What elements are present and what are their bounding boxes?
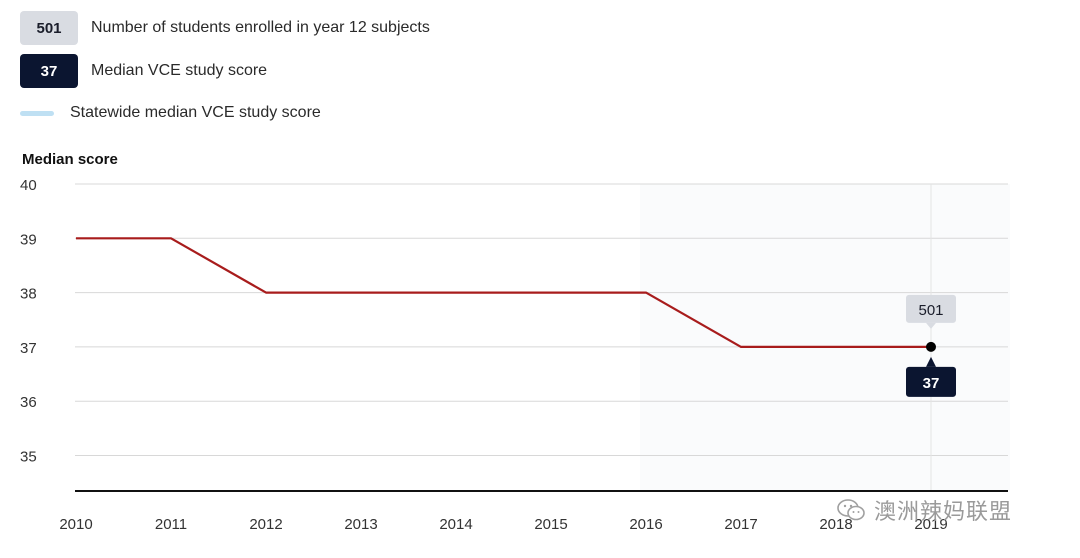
x-tick-label: 2016 (629, 516, 662, 533)
x-tick-label: 2015 (534, 516, 567, 533)
tooltip-enrolled-label: 501 (918, 302, 943, 319)
y-tick-label: 39 (20, 231, 37, 248)
legend-enrolled-badge: 501 (20, 11, 78, 45)
wechat-icon (837, 499, 865, 521)
legend-statewide-swatch (20, 110, 54, 116)
legend-statewide-label: Statewide median VCE study score (70, 104, 321, 121)
y-tick-label: 35 (20, 449, 37, 466)
y-tick-label: 36 (20, 394, 37, 411)
legend-median-label: Median VCE study score (91, 62, 268, 79)
plot-background-shade (640, 184, 1010, 491)
x-axis-ticks: 2010 2011 2012 2013 2014 2015 2016 2017 2018 2019 (59, 516, 947, 533)
x-tick-label: 2014 (439, 516, 472, 533)
x-tick-label: 2013 (344, 516, 377, 533)
tooltip-enrolled-pointer (926, 322, 936, 329)
tooltip-score-box (906, 366, 956, 397)
legend-enrolled: 501 Number of students enrolled in year … (20, 11, 430, 45)
x-tick-label: 2011 (155, 516, 187, 533)
y-tick-label: 37 (20, 340, 37, 357)
x-tick-label: 2017 (724, 516, 757, 533)
legend-enrolled-label: Number of students enrolled in year 12 s… (91, 19, 430, 36)
y-tick-label: 38 (20, 286, 37, 303)
x-tick-label: 2018 (819, 516, 852, 533)
watermark: 澳洲辣妈联盟 (836, 494, 1012, 526)
tooltip-score-label: 37 (923, 375, 940, 392)
series-line-median-score (76, 237, 931, 348)
tooltip-enrolled-box (906, 294, 956, 323)
y-tick-label: 40 (20, 177, 37, 194)
watermark-text: 澳洲辣妈联盟 (874, 499, 1013, 524)
legend-median-badge: 37 (20, 54, 78, 88)
legend-median: 37 Median VCE study score (20, 54, 267, 88)
y-axis-ticks: 35 36 37 38 39 40 (20, 177, 37, 466)
highlight-layer: 501 37 (906, 294, 956, 397)
x-tick-label: 2012 (249, 516, 282, 533)
series-layer (76, 237, 931, 348)
x-tick-label: 2010 (59, 516, 92, 533)
y-axis-label: Median score (22, 151, 118, 168)
tooltip-score-pointer (926, 356, 936, 367)
legend-statewide: Statewide median VCE study score (20, 104, 321, 122)
data-point-highlight (926, 341, 936, 352)
x-tick-label: 2019 (914, 516, 947, 533)
